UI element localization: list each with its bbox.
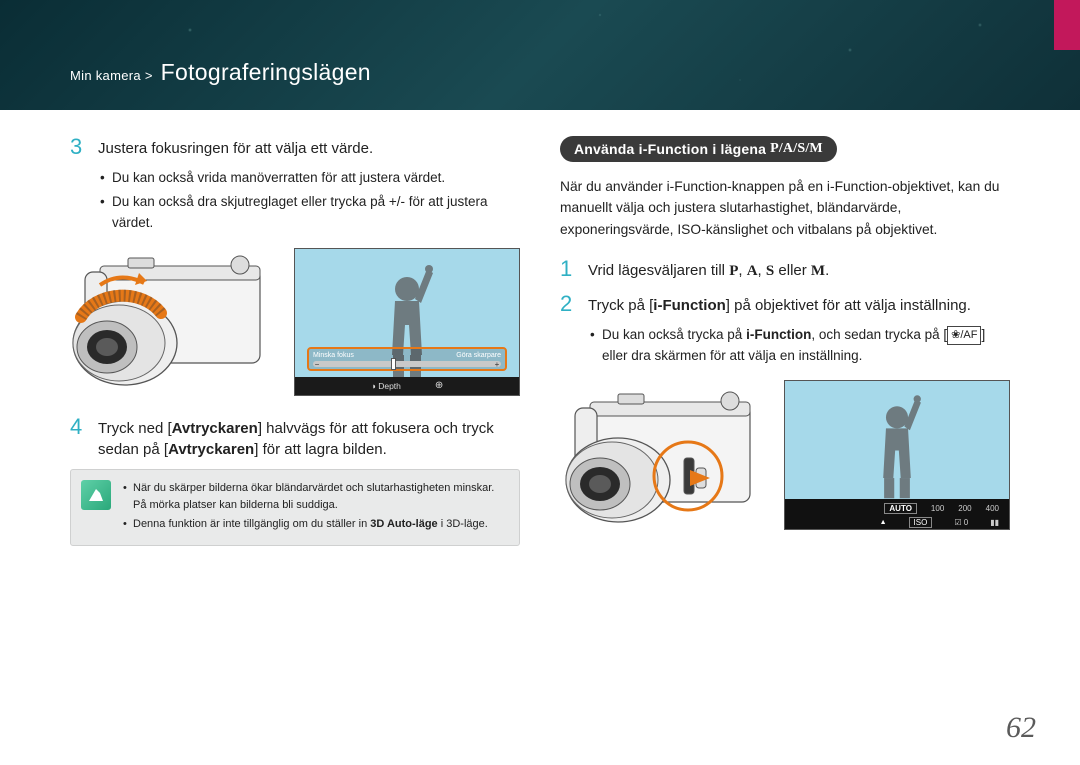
preview-screen-1: Minska fokus Göra skarpare − + ◑ Depth ⊕ bbox=[294, 248, 520, 396]
bullet-item: Du kan också dra skjutreglaget eller try… bbox=[100, 192, 520, 234]
section-pill: Använda i-Function i lägena P/A/S/M bbox=[560, 136, 837, 162]
depth-icon: ◑ Depth bbox=[371, 381, 401, 391]
step-number: 4 bbox=[70, 416, 88, 462]
header-band: Min kamera > Fotograferingslägen bbox=[0, 0, 1080, 110]
slider-plus-icon[interactable]: + bbox=[492, 360, 502, 368]
bullet-item: Du kan också trycka på i-Function, och s… bbox=[590, 325, 1010, 367]
screen-status-bar: ◑ Depth ⊕ bbox=[295, 377, 519, 395]
section-tab bbox=[1054, 0, 1080, 50]
step-text: Tryck ned [Avtryckaren] halvvägs för att… bbox=[98, 416, 520, 462]
iso-value: 200 bbox=[958, 504, 971, 513]
iso-value: 100 bbox=[931, 504, 944, 513]
camera-illustration-1 bbox=[70, 248, 270, 398]
step-4: 4 Tryck ned [Avtryckaren] halvvägs för a… bbox=[70, 416, 520, 462]
page-number: 62 bbox=[1006, 711, 1036, 745]
right-column: Använda i-Function i lägena P/A/S/M När … bbox=[560, 136, 1010, 558]
slider-thumb[interactable] bbox=[392, 359, 395, 369]
silhouette-icon bbox=[851, 389, 943, 499]
note-icon bbox=[81, 480, 111, 510]
step-2: 2 Tryck på [i-Function] på objektivet fö… bbox=[560, 293, 1010, 317]
pill-text: Använda i-Function i lägena bbox=[574, 141, 766, 157]
step-text: Vrid lägesväljaren till P, A, S eller M. bbox=[588, 258, 829, 283]
bullet-item: Du kan också vrida manöverratten för att… bbox=[100, 168, 520, 189]
slider-minus-icon[interactable]: − bbox=[312, 360, 322, 368]
iso-label: ISO bbox=[909, 517, 933, 528]
step-text: Tryck på [i-Function] på objektivet för … bbox=[588, 293, 971, 317]
magnify-icon: ⊕ bbox=[435, 380, 443, 391]
step-3-bullets: Du kan också vrida manöverratten för att… bbox=[100, 168, 520, 234]
iso-auto: AUTO bbox=[884, 503, 917, 514]
step-1: 1 Vrid lägesväljaren till P, A, S eller … bbox=[560, 258, 1010, 283]
figure-row-1: Minska fokus Göra skarpare − + ◑ Depth ⊕ bbox=[70, 248, 520, 398]
breadcrumb-title: Fotograferingslägen bbox=[161, 59, 371, 85]
figure-row-2: AUTO 100 200 400 ▲ ISO ☑ 0 ▮▮ bbox=[560, 380, 1010, 540]
camera-illustration-2 bbox=[560, 380, 760, 540]
exposure-value: ☑ 0 bbox=[954, 518, 968, 527]
photo-area bbox=[785, 381, 1009, 499]
iso-bar: AUTO 100 200 400 ▲ ISO ☑ 0 ▮▮ bbox=[785, 499, 1009, 529]
breadcrumb-prefix: Min kamera > bbox=[70, 68, 157, 83]
left-column: 3 Justera fokusringen för att välja ett … bbox=[70, 136, 520, 558]
pill-modes: P/A/S/M bbox=[770, 141, 823, 157]
slider-label-right: Göra skarpare bbox=[456, 352, 501, 359]
step-number: 1 bbox=[560, 258, 578, 283]
photo-area: Minska fokus Göra skarpare − + bbox=[295, 249, 519, 377]
step-2-bullets: Du kan också trycka på i-Function, och s… bbox=[590, 325, 1010, 367]
intro-paragraph: När du använder i-Function-knappen på en… bbox=[560, 176, 1010, 240]
preview-screen-2: AUTO 100 200 400 ▲ ISO ☑ 0 ▮▮ bbox=[784, 380, 1010, 530]
triangle-up-icon: ▲ bbox=[880, 519, 887, 526]
step-text: Justera fokusringen för att välja ett vä… bbox=[98, 136, 373, 160]
iso-value: 400 bbox=[986, 504, 999, 513]
note-box: När du skärper bilderna ökar bländarvärd… bbox=[70, 469, 520, 546]
note-item: Denna funktion är inte tillgänglig om du… bbox=[123, 516, 505, 533]
depth-slider[interactable]: Minska fokus Göra skarpare − + bbox=[307, 347, 507, 371]
step-number: 2 bbox=[560, 293, 578, 317]
battery-icon: ▮▮ bbox=[990, 518, 999, 527]
step-3: 3 Justera fokusringen för att välja ett … bbox=[70, 136, 520, 160]
slider-label-left: Minska fokus bbox=[313, 352, 354, 359]
step-number: 3 bbox=[70, 136, 88, 160]
af-icon: ❀/AF bbox=[947, 326, 981, 345]
slider-track[interactable]: − + bbox=[313, 361, 501, 367]
note-item: När du skärper bilderna ökar bländarvärd… bbox=[123, 480, 505, 514]
breadcrumb: Min kamera > Fotograferingslägen bbox=[70, 59, 371, 86]
content-area: 3 Justera fokusringen för att välja ett … bbox=[0, 110, 1080, 558]
